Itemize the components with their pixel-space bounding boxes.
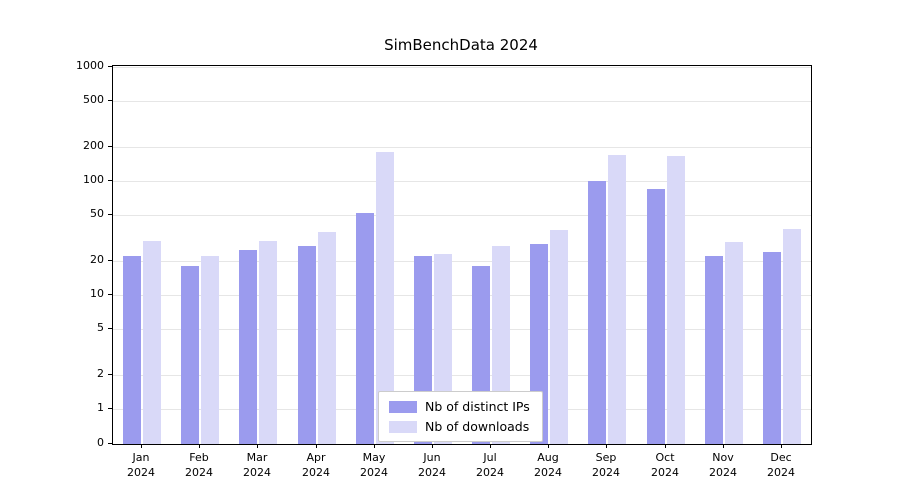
gridline [113,295,811,296]
bar-downloads-aug [550,230,568,444]
legend-swatch-distinct-ips [389,400,417,413]
bar-downloads-oct [667,156,685,444]
y-axis-tick-label: 2 [97,366,104,380]
gridline [113,181,811,182]
x-axis-tick-mark [781,444,782,448]
bar-distinct-ips-oct [647,189,665,444]
x-axis-tick-mark [665,444,666,448]
gridline [113,374,811,376]
x-axis-tick-mark [316,444,317,448]
bar-distinct-ips-dec [763,252,781,444]
legend-item-downloads: Nb of downloads [389,419,530,434]
x-axis-tick-mark [374,444,375,448]
y-axis-tick-label: 10 [90,287,104,300]
x-axis-tick-label: Jul 2024 [476,451,504,479]
bar-distinct-ips-jan [123,256,141,444]
x-axis-tick-label: Oct 2024 [651,451,679,479]
y-axis-tick-mark [108,214,112,216]
x-axis-tick-label: May 2024 [360,451,388,479]
bar-downloads-nov [725,242,743,444]
legend-item-distinct-ips: Nb of distinct IPs [389,399,530,414]
y-axis-tick-label: 200 [83,138,104,152]
bar-distinct-ips-apr [298,246,316,444]
y-axis-tick-mark [108,408,112,409]
x-axis-tick-mark [199,444,200,448]
x-axis-tick-mark [490,444,491,448]
bar-distinct-ips-mar [239,250,257,444]
x-axis-tick-mark [723,444,724,448]
bar-distinct-ips-sep [588,181,606,444]
y-axis-tick-mark [108,294,112,295]
y-axis-tick-label: 0 [97,436,104,449]
y-axis-tick-mark [108,180,112,181]
x-axis-tick-label: Aug 2024 [534,451,562,479]
gridline [113,260,811,262]
y-axis-tick-mark [108,328,112,330]
x-axis-tick-mark [432,444,433,448]
x-axis-tick-label: Jan 2024 [127,451,155,479]
y-axis-tick-label: 1000 [76,59,104,72]
legend-label-downloads: Nb of downloads [425,419,530,434]
bar-distinct-ips-nov [705,256,723,444]
bar-downloads-dec [783,229,801,444]
y-axis-tick-mark [108,373,112,375]
gridline [113,101,811,103]
bar-downloads-may [376,152,394,444]
x-axis-tick-mark [606,444,607,448]
y-axis-tick-label: 100 [83,173,104,186]
x-axis-tick-mark [257,444,258,448]
y-axis-tick-label: 20 [90,252,104,266]
x-axis-tick-label: Apr 2024 [302,451,330,479]
y-axis-tick-label: 500 [83,93,104,107]
x-axis-tick-label: Dec 2024 [767,451,795,479]
x-axis-tick-label: Nov 2024 [709,451,737,479]
gridline [113,146,811,148]
y-axis-tick-mark [108,145,112,147]
gridline [113,329,811,331]
x-axis-tick-label: Mar 2024 [243,451,271,479]
chart-title: SimBenchData 2024 [384,36,538,54]
y-axis-tick-mark [108,443,112,444]
x-axis-tick-label: Sep 2024 [592,451,620,479]
bar-downloads-feb [201,256,219,444]
y-axis-tick-label: 50 [90,207,104,221]
y-axis-tick-label: 5 [97,321,104,335]
x-axis-tick-mark [141,444,142,448]
y-axis-tick-label: 1 [97,401,104,414]
legend-label-distinct-ips: Nb of distinct IPs [425,399,530,414]
y-axis-tick-mark [108,66,112,67]
gridline [113,215,811,217]
y-axis-tick-mark [108,259,112,261]
plot-area [112,65,812,445]
x-axis-tick-label: Feb 2024 [185,451,213,479]
bar-downloads-sep [608,155,626,444]
legend-swatch-downloads [389,420,417,433]
x-axis-tick-label: Jun 2024 [418,451,446,479]
bar-downloads-apr [318,232,336,444]
bar-distinct-ips-feb [181,266,199,444]
gridline [113,67,811,68]
bar-downloads-mar [259,241,277,444]
bar-distinct-ips-may [356,213,374,444]
x-axis-tick-mark [548,444,549,448]
y-axis-tick-mark [108,100,112,102]
legend: Nb of distinct IPs Nb of downloads [378,391,543,442]
bar-downloads-jan [143,241,161,444]
